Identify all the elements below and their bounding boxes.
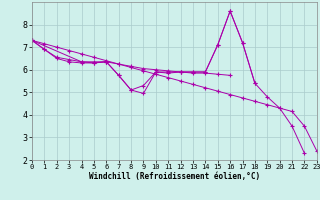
X-axis label: Windchill (Refroidissement éolien,°C): Windchill (Refroidissement éolien,°C) xyxy=(89,172,260,181)
